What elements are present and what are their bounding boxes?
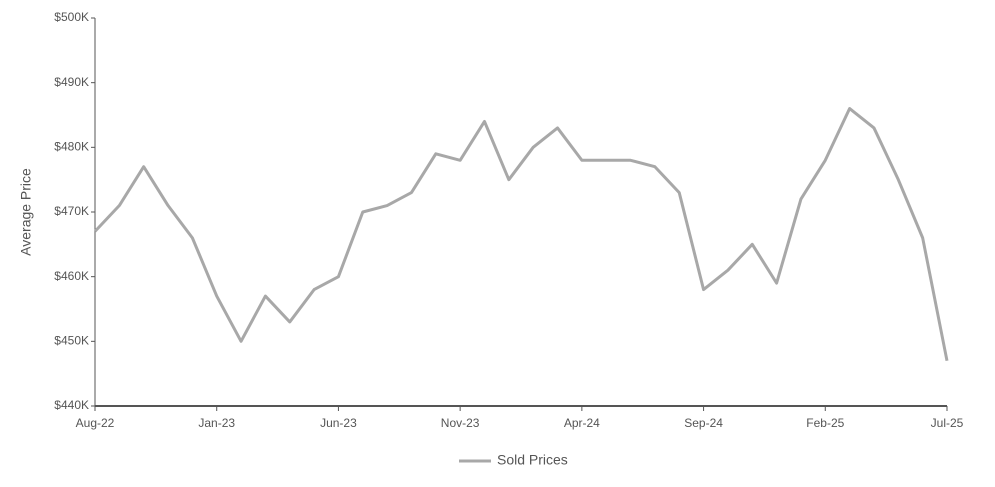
legend-label: Sold Prices [497, 452, 568, 468]
y-tick-label: $440K [54, 398, 89, 412]
x-tick-label: Jun-23 [320, 416, 357, 430]
x-tick-label: Apr-24 [564, 416, 600, 430]
series-line [93, 107, 949, 362]
y-tick-label: $470K [54, 204, 89, 218]
y-tick-label: $460K [54, 269, 89, 283]
x-tick-label: Feb-25 [806, 416, 844, 430]
x-tick-label: Jan-23 [198, 416, 235, 430]
y-tick-label: $500K [54, 10, 89, 24]
x-tick-label: Sep-24 [684, 416, 723, 430]
y-axis-label: Average Price [18, 168, 34, 256]
y-tick-label: $450K [54, 334, 89, 348]
y-tick-label: $490K [54, 75, 89, 89]
x-tick-label: Aug-22 [76, 416, 115, 430]
y-tick-label: $480K [54, 140, 89, 154]
x-tick-label: Nov-23 [441, 416, 480, 430]
x-tick-label: Jul-25 [931, 416, 964, 430]
